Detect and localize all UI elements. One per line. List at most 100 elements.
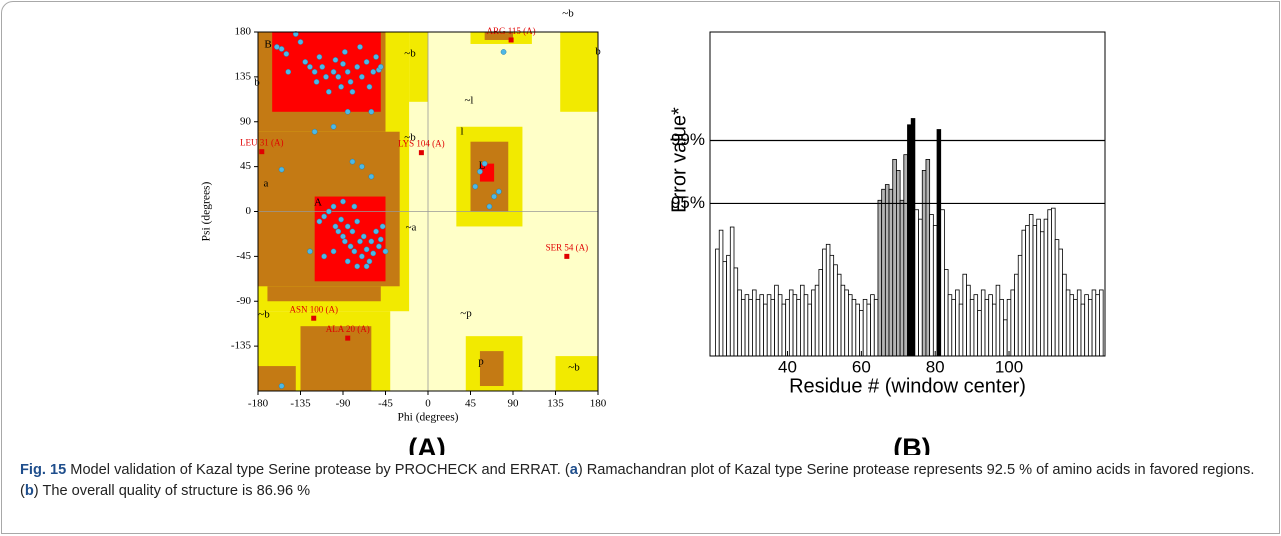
- bar: [899, 199, 905, 357]
- point: [307, 64, 313, 70]
- bar: [907, 124, 912, 357]
- y-tick-label: -135: [231, 340, 252, 352]
- region-label: ~p: [460, 308, 472, 320]
- y-tick-label: 135: [235, 70, 252, 82]
- caption-text: a: [569, 462, 578, 478]
- point: [325, 208, 332, 215]
- point: [376, 243, 382, 250]
- bar: [822, 248, 827, 357]
- point: [302, 59, 309, 65]
- point: [349, 158, 356, 165]
- bar: [903, 154, 908, 357]
- region-label: ~b: [562, 8, 574, 20]
- bar: [777, 294, 783, 357]
- point: [351, 248, 358, 255]
- bar: [1036, 218, 1041, 357]
- bar: [995, 284, 1001, 357]
- region-label: ~a: [406, 222, 417, 234]
- bar: [977, 309, 982, 357]
- region-label: ~l: [464, 95, 473, 107]
- bar: [1054, 239, 1060, 357]
- region-label: B: [264, 39, 271, 51]
- bar: [910, 118, 916, 357]
- bar: [870, 294, 875, 357]
- y-tick-label: 180: [235, 26, 252, 38]
- bar: [770, 298, 776, 357]
- point: [311, 128, 318, 135]
- point: [368, 173, 375, 180]
- point: [278, 46, 285, 52]
- y-axis-label: Error value*: [668, 107, 690, 213]
- bar: [1073, 298, 1078, 357]
- x-tick-label: 100: [995, 357, 1023, 376]
- y-tick-label: 99%: [671, 130, 705, 149]
- region-label: ~b: [404, 48, 416, 60]
- x-tick-label: 90: [508, 398, 520, 410]
- point: [373, 54, 379, 60]
- labeled-point: [508, 37, 514, 43]
- region-label: l: [460, 126, 463, 138]
- bar: [973, 294, 979, 357]
- bar: [1051, 207, 1056, 357]
- caption-text: ) The overall quality of structure is 86…: [33, 483, 311, 499]
- point: [477, 168, 483, 175]
- bar: [859, 309, 864, 357]
- point: [342, 238, 348, 245]
- bar: [947, 294, 953, 357]
- bar: [814, 284, 820, 357]
- point: [344, 223, 351, 230]
- bar: [1017, 254, 1023, 357]
- y-tick-label: 45: [240, 160, 252, 172]
- point: [335, 228, 342, 235]
- point: [481, 160, 488, 167]
- bar: [873, 298, 879, 357]
- point: [368, 238, 375, 245]
- y-tick-label: 95%: [671, 193, 705, 212]
- bar: [896, 170, 901, 357]
- point: [354, 263, 361, 270]
- bar: [969, 298, 975, 357]
- bar: [800, 284, 805, 357]
- y-tick-label: -90: [236, 295, 251, 307]
- bar: [766, 294, 772, 357]
- bar: [925, 158, 931, 357]
- bar: [726, 254, 731, 357]
- point-label: ASN 100 (A): [289, 304, 338, 314]
- point: [316, 54, 323, 60]
- caption-text: ) Ramachandran plot of Kazal type Serine…: [20, 462, 1255, 499]
- point: [354, 218, 361, 225]
- point: [283, 51, 290, 57]
- bar: [759, 294, 764, 357]
- point: [332, 223, 339, 230]
- bar: [844, 289, 849, 357]
- point: [332, 57, 339, 63]
- bar: [1062, 273, 1067, 357]
- labeled-point: [564, 253, 570, 259]
- bar: [1028, 214, 1034, 357]
- bar: [1032, 225, 1038, 357]
- region-label: ~b: [258, 309, 270, 321]
- bar: [966, 284, 971, 357]
- bar: [984, 298, 990, 357]
- bar: [763, 303, 768, 357]
- bar: [1003, 319, 1008, 357]
- bar: [929, 214, 934, 357]
- point: [495, 188, 502, 195]
- bar: [851, 298, 857, 357]
- bar: [829, 254, 835, 357]
- point: [340, 198, 346, 205]
- point: [359, 253, 365, 260]
- bar: [921, 170, 927, 357]
- point: [338, 216, 344, 223]
- point-label: ARG 115 (A): [487, 26, 536, 36]
- point: [274, 44, 280, 50]
- point: [338, 83, 344, 90]
- bar: [740, 298, 746, 357]
- bar: [1006, 298, 1012, 357]
- point: [373, 228, 379, 235]
- bar: [1043, 218, 1049, 357]
- point: [321, 213, 327, 220]
- labeled-point: [345, 335, 351, 341]
- point: [319, 64, 326, 70]
- bar: [788, 289, 794, 357]
